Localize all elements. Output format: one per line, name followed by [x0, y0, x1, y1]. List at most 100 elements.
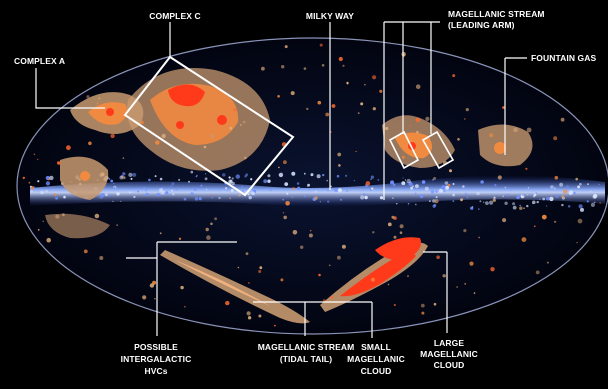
disk-speck: [510, 189, 512, 191]
hvc-speck: [490, 267, 495, 272]
disk-speck: [49, 175, 54, 181]
disk-speck: [370, 178, 372, 180]
hvc-speck: [328, 264, 331, 267]
disk-speck: [479, 200, 482, 203]
disk-speck: [489, 200, 494, 205]
disk-speck: [247, 193, 250, 196]
disk-speck: [254, 194, 257, 197]
hvc-speck: [205, 227, 209, 232]
hvc-speck: [248, 282, 250, 284]
hvc-speck: [338, 164, 341, 167]
disk-speck: [532, 200, 536, 205]
hvc-speck: [575, 177, 578, 181]
disk-speck: [316, 174, 321, 179]
disk-speck: [130, 177, 133, 180]
hvc-speck: [258, 270, 262, 273]
disk-speck: [159, 177, 163, 181]
hvc-speck: [421, 311, 425, 315]
disk-speck: [267, 174, 271, 178]
hvc-speck: [464, 118, 466, 120]
hvc-speck: [337, 255, 341, 260]
disk-speck: [439, 188, 443, 193]
disk-speck: [128, 172, 133, 177]
disk-speck: [462, 185, 465, 188]
hvc-speck: [513, 127, 518, 133]
hvc-speck: [496, 137, 498, 139]
disk-speck: [183, 188, 185, 190]
hvc-speck: [225, 300, 230, 306]
hvc-speck: [229, 197, 232, 200]
hvc-speck: [210, 133, 215, 138]
disk-speck: [516, 196, 520, 200]
label-possible-1: POSSIBLE: [134, 342, 178, 352]
hvc-speck: [379, 89, 383, 93]
disk-speck: [193, 188, 197, 191]
disk-speck: [281, 172, 283, 174]
disk-speck: [113, 187, 116, 189]
disk-speck: [526, 194, 528, 196]
disk-speck: [567, 205, 571, 208]
disk-speck: [362, 193, 366, 196]
disk-speck: [466, 196, 469, 199]
disk-speck: [539, 198, 541, 200]
disk-speck: [303, 172, 306, 175]
disk-speck: [504, 201, 508, 205]
disk-speck: [171, 189, 173, 192]
disk-speck: [307, 183, 310, 187]
disk-speck: [104, 193, 108, 197]
hvc-speck: [393, 304, 396, 306]
hvc-speck: [37, 229, 40, 231]
hvc-speck: [229, 126, 233, 130]
disk-speck: [170, 185, 172, 187]
hvc-speck: [98, 97, 101, 100]
disk-speck: [161, 192, 164, 195]
disk-speck: [464, 192, 468, 196]
disk-speck: [63, 195, 66, 199]
disk-speck: [308, 188, 311, 191]
disk-speck: [190, 170, 194, 174]
disk-speck: [218, 196, 221, 200]
disk-speck: [393, 183, 396, 187]
hvc-speck: [489, 133, 494, 138]
disk-speck: [222, 173, 226, 177]
hvc-speck: [371, 277, 375, 282]
label-fountain-gas: FOUNTAIN GAS: [531, 53, 596, 63]
label-smc-2: MAGELLANIC: [347, 354, 405, 364]
hvc-speck: [561, 195, 565, 199]
hvc-speck: [372, 231, 375, 234]
disk-speck: [297, 186, 301, 190]
disk-speck: [195, 175, 198, 178]
disk-speck: [471, 206, 474, 208]
hvc-speck: [502, 106, 505, 109]
disk-speck: [55, 196, 58, 200]
disk-speck: [175, 188, 178, 191]
disk-speck: [452, 193, 455, 197]
disk-speck: [545, 205, 548, 207]
label-possible-2: INTERGALACTIC: [121, 354, 192, 364]
hvc-speck: [318, 273, 321, 277]
disk-speck: [493, 196, 496, 199]
disk-speck: [590, 202, 596, 207]
hvc-speck: [346, 81, 349, 85]
disk-speck: [322, 173, 325, 177]
hvc-speck: [502, 218, 507, 223]
disk-speck: [263, 179, 268, 184]
disk-speck: [225, 187, 228, 190]
hvc-speck: [88, 141, 92, 146]
disk-speck: [250, 178, 253, 181]
label-lmc-1: LARGE: [434, 338, 464, 348]
hvc-speck: [100, 172, 105, 177]
hvc-speck: [391, 215, 395, 219]
disk-speck: [414, 192, 417, 195]
disk-speck: [132, 172, 137, 177]
leading-arm-boxes: [388, 130, 455, 170]
hvc-speck: [83, 249, 88, 254]
label-ms-tidal-1: MAGELLANIC STREAM: [258, 342, 355, 352]
hvc-speck: [553, 136, 558, 141]
hvc-speck: [66, 145, 71, 151]
disk-speck: [128, 191, 132, 194]
disk-speck: [172, 193, 175, 196]
hvc-speck: [360, 102, 364, 106]
hvc-speck: [258, 314, 262, 318]
disk-speck: [269, 189, 272, 191]
